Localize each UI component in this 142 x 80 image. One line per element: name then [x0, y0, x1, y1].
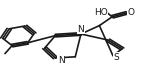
- Text: N: N: [78, 25, 84, 34]
- Text: N: N: [58, 56, 64, 65]
- Text: S: S: [114, 53, 119, 62]
- Text: O: O: [127, 8, 134, 17]
- Text: HO: HO: [94, 8, 108, 16]
